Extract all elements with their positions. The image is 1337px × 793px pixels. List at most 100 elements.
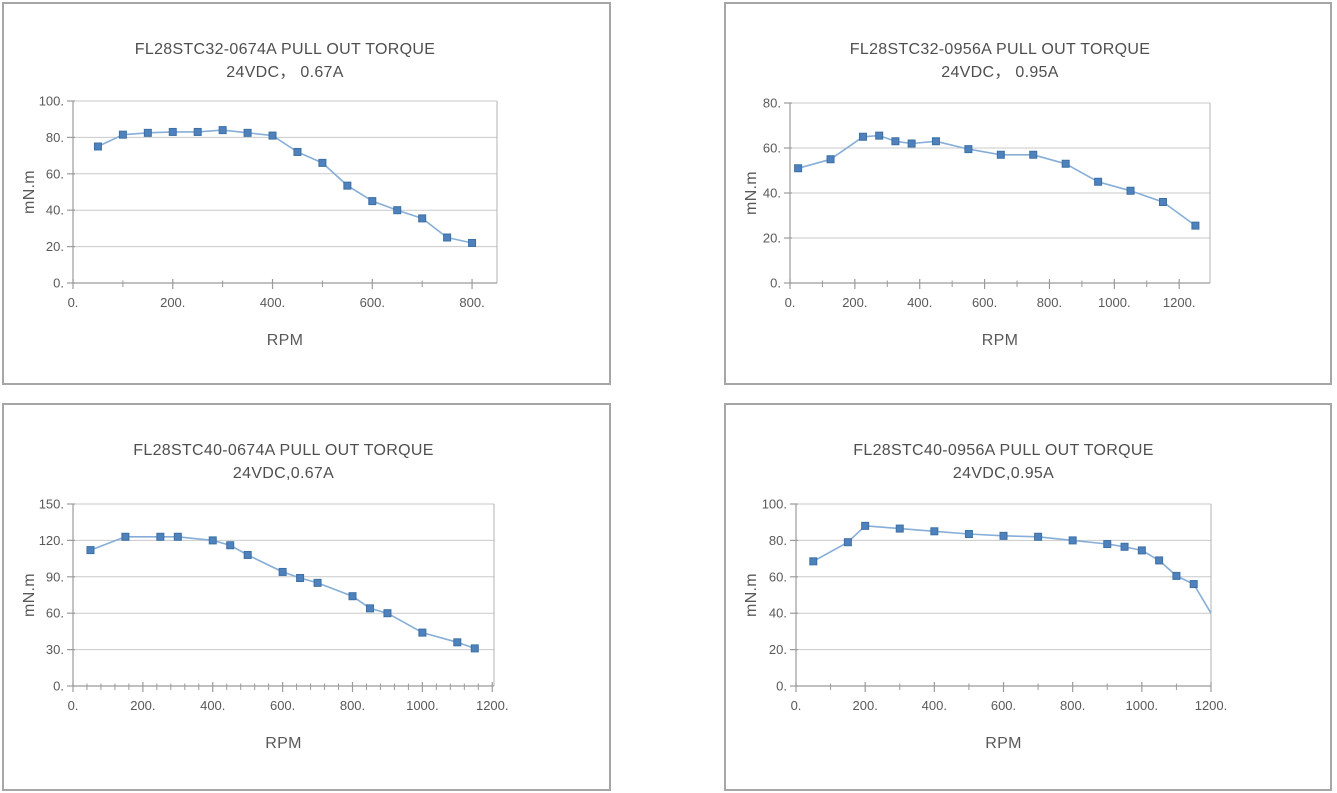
- data-point-marker: [470, 644, 479, 653]
- data-point-marker: [964, 145, 973, 154]
- y-tick-label: 0.: [770, 276, 781, 291]
- y-tick-label: 40.: [46, 203, 64, 218]
- data-point-marker: [296, 574, 305, 583]
- data-point-marker: [1029, 150, 1038, 159]
- data-point-marker: [418, 214, 427, 223]
- data-point-marker: [1094, 177, 1103, 186]
- y-tick-label: 60.: [46, 166, 64, 181]
- data-point-marker: [1034, 532, 1043, 541]
- data-point-marker: [1191, 221, 1200, 230]
- x-tick-label: 1200.: [1163, 295, 1196, 310]
- torque-chart-fl28stc32-0956a: 0. 20. 40. 60. 80. 0. 200. 400. 600. 800. 1000. 120…: [743, 41, 1211, 349]
- data-point-marker: [86, 546, 95, 555]
- data-point-marker: [964, 530, 973, 539]
- y-tick-label: 60.: [763, 141, 781, 156]
- data-point-marker: [999, 531, 1008, 540]
- data-point-marker: [121, 532, 130, 541]
- data-point-marker: [268, 131, 277, 140]
- y-axis-label: mN.m: [743, 171, 760, 215]
- data-point-marker: [365, 604, 374, 613]
- chart-subtitle: 24VDC,0.67A: [233, 465, 334, 482]
- x-tick-label: 0.: [68, 698, 79, 713]
- x-tick-label: 1200.: [1195, 698, 1228, 713]
- data-point-marker: [168, 127, 177, 136]
- data-point-marker: [218, 126, 227, 135]
- data-point-marker: [318, 158, 327, 167]
- series-line: [797, 134, 1196, 227]
- x-tick-label: 600.: [360, 295, 385, 310]
- chart-title: FL28STC32-0674A PULL OUT TORQUE: [135, 41, 435, 58]
- data-point-marker: [418, 628, 427, 637]
- data-point-marker: [343, 181, 352, 190]
- y-tick-label: 150.: [39, 497, 64, 512]
- x-tick-label: 400.: [260, 295, 285, 310]
- y-tick-label: 120.: [39, 533, 64, 548]
- x-tick-label: 200.: [160, 295, 185, 310]
- data-point-marker: [173, 532, 182, 541]
- x-tick-label: 800.: [1037, 295, 1062, 310]
- data-point-marker: [1172, 571, 1181, 580]
- chart-title: FL28STC40-0674A PULL OUT TORQUE: [133, 442, 433, 459]
- x-axis-label: RPM: [265, 735, 301, 752]
- series-line: [97, 129, 473, 244]
- y-tick-label: 100.: [39, 94, 64, 109]
- y-tick-label: 30.: [46, 642, 64, 657]
- y-tick-label: 20.: [769, 642, 787, 657]
- x-tick-label: 800.: [459, 295, 484, 310]
- data-point-marker: [858, 132, 867, 141]
- x-tick-label: 0.: [68, 295, 79, 310]
- x-tick-label: 400.: [907, 295, 932, 310]
- y-tick-label: 60.: [46, 606, 64, 621]
- data-point-marker: [907, 139, 916, 148]
- x-tick-label: 600.: [972, 295, 997, 310]
- data-point-marker: [243, 128, 252, 137]
- data-point-marker: [861, 521, 870, 530]
- data-point-marker: [794, 164, 803, 173]
- chart-panel-fl28stc32-0956a: 0. 20. 40. 60. 80. 0. 200. 400. 600. 800. 1000. 120…: [724, 2, 1332, 385]
- data-point-marker: [383, 609, 392, 618]
- x-tick-label: 1000.: [1126, 698, 1159, 713]
- chart-title: FL28STC40-0956A PULL OUT TORQUE: [853, 442, 1153, 459]
- x-axis-label: RPM: [267, 332, 303, 349]
- data-point-marker: [843, 538, 852, 547]
- y-tick-label: 20.: [763, 231, 781, 246]
- y-tick-label: 40.: [763, 186, 781, 201]
- data-point-marker: [809, 557, 818, 566]
- data-point-marker: [875, 131, 884, 140]
- y-tick-label: 60.: [769, 569, 787, 584]
- data-point-marker: [368, 197, 377, 206]
- data-point-marker: [453, 638, 462, 647]
- chart-panel-fl28stc40-0956a: 0. 20. 40. 60. 80. 100. 0. 200. 400. 600. 800. 1000…: [724, 403, 1332, 791]
- chart-subtitle: 24VDC， 0.67A: [226, 64, 343, 81]
- data-point-marker: [1068, 536, 1077, 545]
- data-point-marker: [443, 233, 452, 242]
- data-point-marker: [93, 142, 102, 151]
- y-tick-label: 90.: [46, 569, 64, 584]
- data-point-marker: [1126, 186, 1135, 195]
- data-point-marker: [193, 127, 202, 136]
- y-tick-label: 80.: [763, 96, 781, 111]
- data-point-marker: [143, 128, 152, 137]
- data-point-marker: [1137, 546, 1146, 555]
- x-tick-label: 400.: [200, 698, 225, 713]
- data-point-marker: [930, 527, 939, 536]
- y-tick-label: 80.: [769, 533, 787, 548]
- x-tick-label: 0.: [791, 698, 802, 713]
- series-line: [90, 536, 476, 650]
- x-tick-label: 1200.: [476, 698, 509, 713]
- x-tick-label: 200.: [130, 698, 155, 713]
- data-point-marker: [393, 206, 402, 215]
- y-tick-label: 80.: [46, 130, 64, 145]
- x-tick-label: 1000.: [406, 698, 439, 713]
- chart-panel-fl28stc40-0674a: 0. 30. 60. 90. 120. 150. 0. 200. 400. 600. 800. 100…: [2, 403, 611, 791]
- data-point-marker: [895, 524, 904, 533]
- data-point-marker: [348, 592, 357, 601]
- torque-chart-fl28stc32-0674a: 0. 20. 40. 60. 80. 100. 0. 200. 400. 600. 800. FL28…: [21, 41, 498, 349]
- data-point-marker: [243, 550, 252, 559]
- series-line: [812, 525, 1212, 614]
- x-axis-label: RPM: [982, 332, 1018, 349]
- data-point-marker: [1189, 580, 1198, 589]
- chart-panel-fl28stc32-0674a: 0. 20. 40. 60. 80. 100. 0. 200. 400. 600. 800. FL28…: [2, 2, 611, 385]
- x-tick-label: 600.: [991, 698, 1016, 713]
- x-tick-label: 200.: [842, 295, 867, 310]
